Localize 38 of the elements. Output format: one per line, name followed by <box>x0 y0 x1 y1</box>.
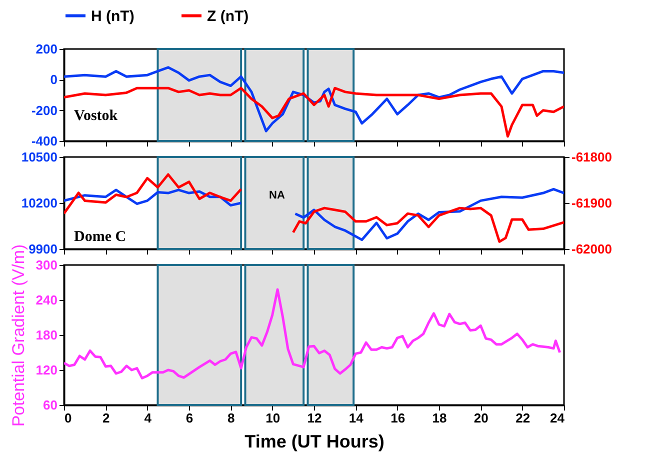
y-tick-label: 180 <box>36 328 58 342</box>
y-tick-label: 10500 <box>21 150 58 164</box>
x-tick-label: 14 <box>348 410 364 426</box>
y-tick-label: 0 <box>50 72 58 88</box>
annotation: NA <box>269 190 285 202</box>
x-tick-label: 8 <box>228 410 235 426</box>
legend-label: Z (nT) <box>207 8 249 25</box>
x-tick-label: 18 <box>432 410 447 426</box>
y-tick-label: 60 <box>43 398 58 412</box>
y-tick-label: 240 <box>36 292 58 308</box>
x-tick-label: 6 <box>186 410 194 426</box>
x-tick-label: 22 <box>516 410 530 426</box>
x-tick-label: 10 <box>266 410 280 426</box>
line-series <box>64 288 562 380</box>
y-tick-label: 300 <box>36 258 58 272</box>
y-axis-title: Potential Gradient (V/m) <box>8 244 28 427</box>
x-tick-label: 4 <box>144 410 152 426</box>
x-axis-title: Time (UT Hours) <box>244 432 384 452</box>
y-tick-label: 120 <box>36 362 58 378</box>
x-tick-label: 16 <box>390 410 406 426</box>
y2-tick-label: -61900 <box>572 196 612 210</box>
legend-label: H (nT) <box>91 8 134 25</box>
annotation: Dome C <box>74 229 126 246</box>
y2-tick-label: -62000 <box>572 242 612 256</box>
y-tick-label: -400 <box>31 134 58 148</box>
y-tick-label: -200 <box>31 102 58 118</box>
line-series <box>64 66 564 132</box>
x-tick-label: 0 <box>64 410 72 426</box>
x-tick-label: 12 <box>307 410 322 426</box>
line-series <box>64 86 564 138</box>
y-tick-label: 9900 <box>28 242 58 256</box>
annotation: Vostok <box>74 108 118 124</box>
y-tick-label: 200 <box>36 42 58 56</box>
x-tick-label: 24 <box>550 410 566 426</box>
x-tick-label: 20 <box>474 410 488 426</box>
y-tick-label: 10200 <box>21 196 58 210</box>
y2-tick-label: -61800 <box>572 150 612 164</box>
x-tick-label: 2 <box>102 410 110 426</box>
